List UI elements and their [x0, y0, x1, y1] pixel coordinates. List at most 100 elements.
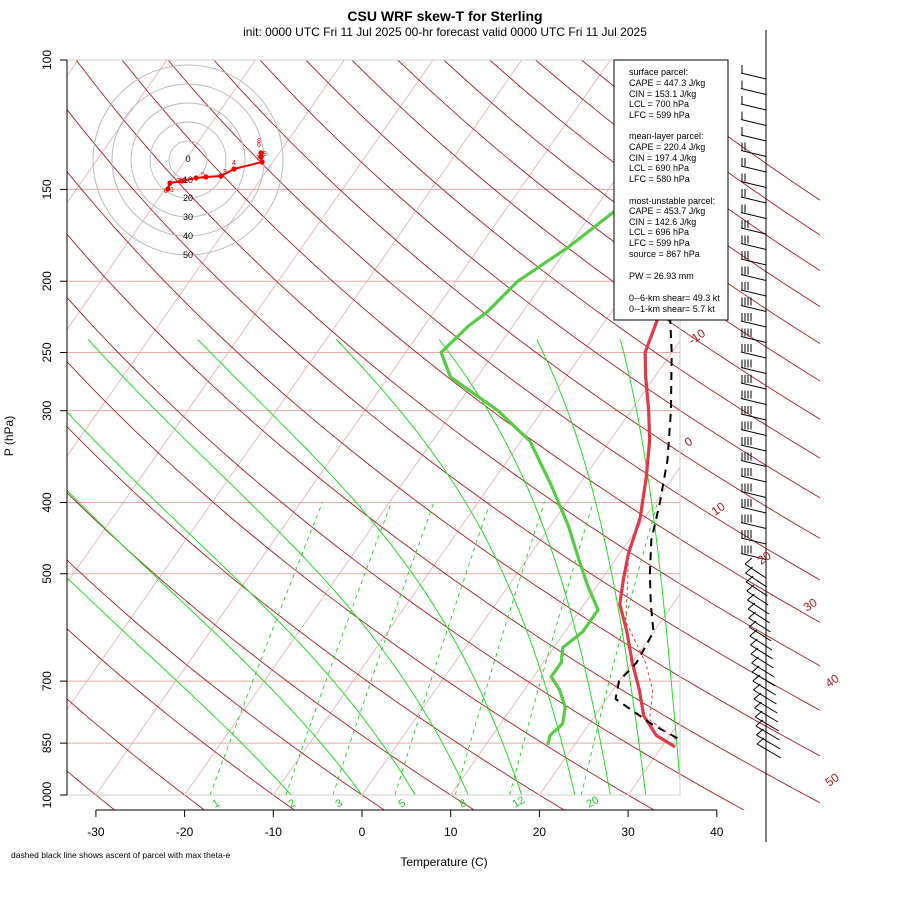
- wind-barb-shaft: [740, 475, 767, 483]
- hodograph-point-label: 2: [176, 178, 180, 185]
- x-axis-label: Temperature (C): [400, 855, 487, 869]
- x-tick-label: 0: [359, 825, 366, 839]
- wind-barb-shaft: [740, 212, 767, 219]
- wind-barb-shaft: [750, 644, 774, 660]
- dry-adiabat-line: [67, 559, 386, 810]
- hodograph-ring-label: 0: [185, 154, 190, 164]
- wind-barb: [748, 611, 771, 633]
- moist-adiabat-line: [197, 339, 523, 795]
- dry-adiabat-line: [167, 60, 820, 581]
- dry-adiabat-line: [67, 770, 116, 810]
- wind-barb-shaft: [740, 506, 767, 514]
- wind-barb: [740, 468, 767, 483]
- hodograph: 0 10 20 30 40 50 0 1 2 3 4 5 6 7 8 9 10: [92, 64, 284, 260]
- dry-adiabat-line: [67, 108, 820, 711]
- wind-barb: [740, 282, 767, 297]
- hodograph-points: [165, 150, 265, 192]
- mixing-ratio-line: [454, 502, 545, 795]
- moist-adiabat-line: [67, 411, 416, 795]
- wind-barb-flag: [751, 656, 759, 664]
- hodograph-ring-label: 30: [183, 212, 193, 222]
- wind-barb: [751, 665, 776, 687]
- wind-barb-shaft: [740, 444, 767, 452]
- wind-barb: [740, 251, 767, 266]
- dry-adiabat-line: [305, 60, 820, 459]
- wind-barb: [740, 545, 767, 560]
- wind-barb-flag: [753, 692, 762, 700]
- stats-surface-lcl: LCL = 700 hPa: [629, 99, 689, 109]
- hodograph-ring-label: 20: [183, 193, 193, 203]
- isotherm-line: [539, 593, 680, 795]
- wind-barb: [752, 674, 777, 696]
- wind-barb: [740, 204, 767, 219]
- y-tick-label: 200: [40, 271, 54, 291]
- wind-barb: [740, 359, 767, 374]
- virtual-temperature-line: [625, 553, 677, 740]
- mixing-ratio-label: 1: [211, 797, 222, 810]
- wind-barb: [740, 390, 767, 405]
- wind-barb: [740, 142, 767, 157]
- wind-barb-flag: [745, 575, 754, 583]
- footnote: dashed black line shows ascent of parcel…: [11, 850, 231, 860]
- wind-barb-shaft: [740, 227, 767, 235]
- wind-barb-shaft: [740, 289, 767, 297]
- dry-adiabat-line: [121, 60, 820, 623]
- wind-barb-shaft: [750, 653, 774, 669]
- stats-mean-header: mean-layer parcel:: [629, 131, 704, 141]
- wind-barb-flag: [751, 665, 760, 673]
- wind-barb-flag: [747, 602, 756, 610]
- wind-barb-shaft: [740, 150, 767, 157]
- wind-barb-flag: [745, 566, 753, 574]
- mixing-ratio-label: 12: [511, 794, 528, 811]
- x-tick-label: -30: [87, 825, 105, 839]
- hodograph-point-label: 9: [263, 151, 267, 158]
- wind-barb-shaft: [740, 88, 767, 95]
- wind-barb-flag: [754, 710, 763, 718]
- wind-barb: [756, 728, 781, 750]
- y-tick-label: 500: [40, 563, 54, 583]
- wind-barb: [740, 158, 767, 173]
- wind-barb-flag: [750, 647, 759, 655]
- wind-barb-shaft: [754, 716, 780, 732]
- stats-mu-cape: CAPE = 453.7 J/kg: [629, 206, 705, 216]
- wind-barb-shaft: [740, 553, 767, 560]
- hodograph-point-label: 4: [232, 160, 236, 167]
- wind-barb: [740, 437, 767, 452]
- wind-barb: [750, 647, 774, 669]
- hodograph-ring-label: 50: [183, 250, 193, 260]
- dry-adiabat-line: [67, 426, 565, 810]
- wind-barb-shaft: [752, 680, 777, 696]
- wind-barb-shaft: [740, 165, 767, 173]
- wind-barb: [740, 313, 767, 328]
- wind-barb-shaft: [755, 725, 780, 741]
- y-tick-label: 150: [40, 179, 54, 199]
- wind-barb: [745, 566, 768, 588]
- moist-adiabat-line: [87, 339, 469, 795]
- dry-adiabat-label: -10: [686, 326, 709, 348]
- wind-barb-shaft: [740, 367, 767, 374]
- isotherm-line: [67, 60, 168, 204]
- isotherm-line: [67, 60, 434, 584]
- wind-barb-flag: [749, 629, 758, 637]
- moist-adiabat-line: [438, 339, 611, 795]
- wind-barb: [748, 620, 772, 642]
- stats-shear1: 0--1-km shear= 5.7 kt: [629, 304, 715, 314]
- wind-barb-shaft: [740, 134, 767, 142]
- isotherm-line: [806, 60, 900, 795]
- wind-barb: [740, 297, 767, 312]
- wind-barbs: [740, 30, 782, 842]
- profile-line: [439, 146, 680, 746]
- wind-barb: [740, 375, 767, 390]
- y-tick-label: 100: [40, 50, 54, 70]
- wind-barb-shaft: [740, 72, 767, 80]
- wind-barb: [740, 127, 767, 142]
- wind-barb-shaft: [746, 590, 769, 606]
- wind-barb-flag: [744, 557, 753, 565]
- moist-adiabat-line: [536, 339, 647, 795]
- wind-barb-shaft: [740, 103, 767, 111]
- wind-barb-flag: [754, 701, 762, 709]
- x-tick-label: -20: [176, 825, 194, 839]
- hodograph-point-label: 1: [170, 187, 174, 194]
- wind-barb: [750, 638, 774, 660]
